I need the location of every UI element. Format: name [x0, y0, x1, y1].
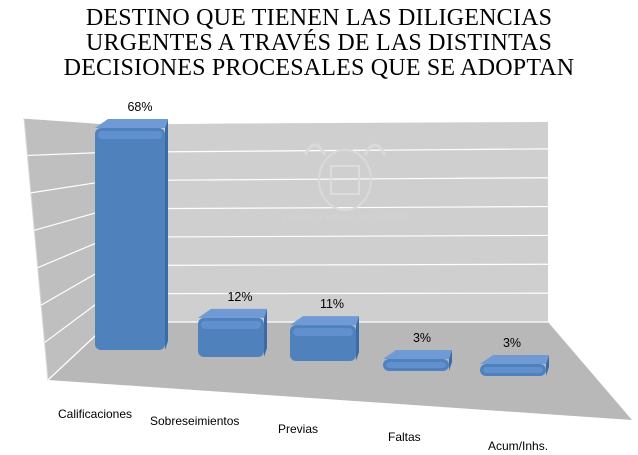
chart-title: DESTINO QUE TIENEN LAS DILIGENCIAS URGEN… [0, 6, 638, 81]
category-label: Calificaciones [58, 407, 132, 421]
gridline [109, 205, 549, 210]
bar-side [165, 119, 168, 350]
bar-highlight [201, 320, 261, 329]
bar-top [198, 308, 267, 318]
bar-series [95, 119, 549, 376]
bar-side [264, 308, 267, 357]
gridline [109, 148, 549, 153]
bar [198, 308, 267, 357]
back-wall [110, 122, 548, 322]
seal-text: FISCALÍA GENERAL DEL ESTADO [283, 212, 408, 222]
seal-crest [330, 165, 360, 195]
chart-walls [23, 117, 632, 420]
data-label: 12% [227, 290, 252, 304]
seal-shield [318, 149, 372, 211]
category-labels: Calificaciones Sobreseimientos Previas Falt… [58, 407, 548, 453]
gridline [109, 119, 549, 125]
data-labels: 68% 12% 11% 3% 3% [127, 100, 521, 350]
data-label: 68% [127, 100, 152, 114]
bar-side [356, 316, 359, 361]
data-label: 3% [503, 336, 521, 350]
bar-highlight [98, 131, 162, 139]
gridline [109, 292, 549, 295]
chart-title-line-3: DECISIONES PROCESALES QUE SE ADOPTAN [63, 55, 575, 81]
gridline [109, 234, 549, 238]
bar-top [290, 316, 359, 326]
category-label: Acum/Inhs. [488, 439, 548, 453]
category-label: Sobreseimientos [150, 414, 239, 428]
seal-columns [303, 143, 387, 156]
chart-title-line-1: DESTINO QUE TIENEN LAS DILIGENCIAS [85, 5, 553, 31]
bar-top [383, 350, 452, 359]
gridline [23, 117, 111, 125]
bar-top [95, 119, 168, 128]
bar [383, 350, 452, 371]
bar-side [546, 355, 549, 376]
chart-title-line-2: URGENTES A TRAVÉS DE LAS DISTINTAS [85, 30, 553, 56]
bar-highlight [483, 367, 543, 373]
gridline [109, 177, 549, 182]
bar [95, 119, 168, 350]
watermark-seal: FISCALÍA GENERAL DEL ESTADO [283, 143, 408, 222]
data-label: 3% [413, 331, 431, 345]
bar-highlight [386, 362, 446, 368]
gridline [109, 263, 549, 267]
bar [290, 316, 359, 361]
bar-side [449, 350, 452, 371]
category-label: Previas [278, 422, 318, 436]
bar [480, 355, 549, 376]
floor [48, 322, 632, 420]
bar-highlight [293, 328, 353, 337]
data-label: 11% [320, 297, 344, 311]
bar-top [480, 355, 549, 364]
category-label: Faltas [388, 430, 421, 444]
bar-front [95, 128, 165, 350]
